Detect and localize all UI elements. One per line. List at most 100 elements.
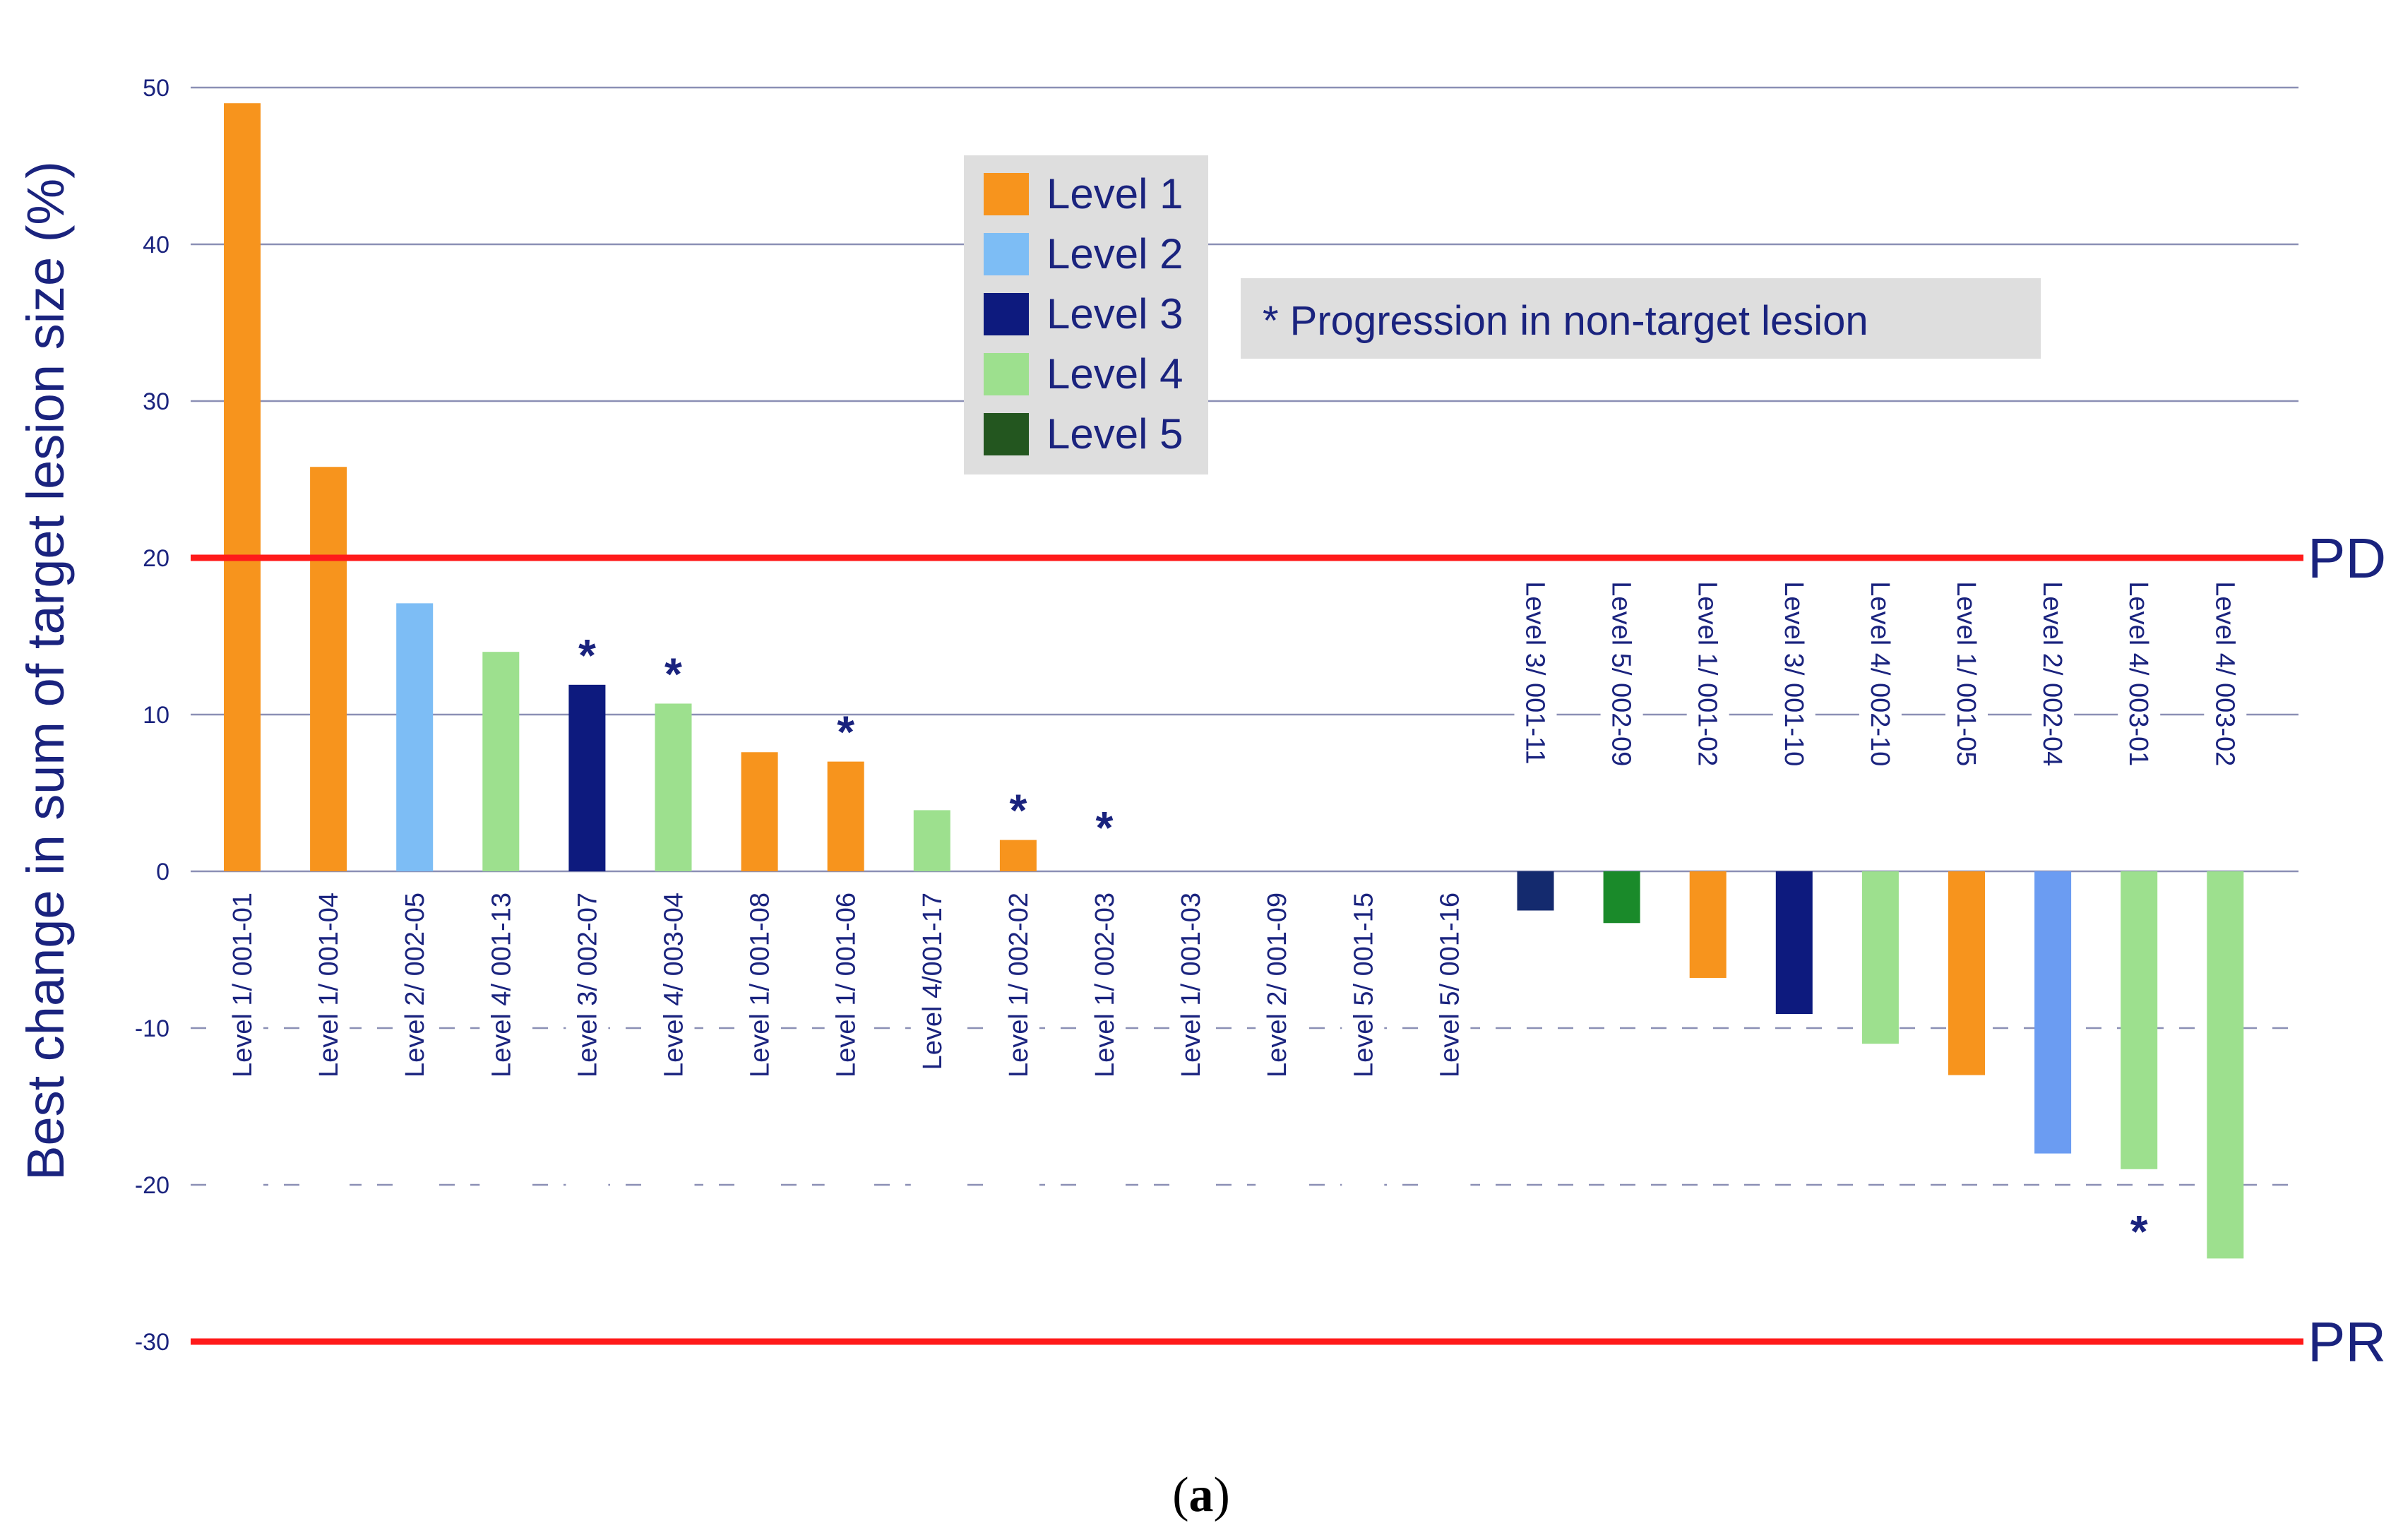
category-label: Level 4/ 003-02: [2210, 581, 2239, 766]
progression-star: *: [837, 707, 854, 758]
bar: [2207, 871, 2244, 1259]
category-label: Level 4/001-17: [918, 893, 948, 1070]
legend: Level 1 Level 2 Level 3 Level 4 Level 5: [964, 155, 1208, 474]
label-backing-rect: [1256, 887, 1299, 1198]
label-backing-rect: [910, 887, 953, 1198]
category-label: Level 4/ 002-10: [1865, 581, 1895, 766]
category-label: Level 1/ 001-08: [746, 893, 775, 1078]
annotation-text: * Progression in non-target lesion: [1263, 298, 1868, 344]
category-label: Level 2/ 002-05: [400, 893, 430, 1078]
category-label: Level 1/ 001-05: [1951, 581, 1981, 766]
y-tick-label: -10: [135, 1015, 169, 1042]
y-tick-label: 40: [143, 232, 169, 258]
label-backing-rect: [307, 887, 350, 1198]
category-label: Level 4/ 003-04: [660, 893, 689, 1078]
progression-star: *: [1009, 785, 1027, 836]
label-backing-rect: [221, 887, 263, 1198]
category-label: Level 1/ 001-06: [832, 893, 861, 1078]
progression-star: *: [2130, 1206, 2148, 1257]
bar: [1861, 871, 1899, 1044]
figure-caption: (a): [1172, 1468, 1230, 1522]
category-label: Level 1/ 001-01: [228, 893, 258, 1078]
label-backing-rect: [1169, 887, 1212, 1198]
legend-swatch: [984, 233, 1029, 275]
label-backing-rect: [479, 887, 523, 1198]
progression-star: *: [664, 648, 682, 699]
category-label: Level 4/ 001-13: [487, 893, 516, 1078]
label-backing-rect: [652, 887, 695, 1198]
category-label: Level 1/ 002-02: [1004, 893, 1034, 1078]
label-backing-rect: [1686, 575, 1729, 852]
bar: [482, 652, 520, 871]
bar: [999, 840, 1037, 871]
category-label: Level 1/ 001-03: [1176, 893, 1206, 1078]
bar: [224, 103, 261, 872]
y-tick-label: 10: [143, 702, 169, 729]
category-label: Level 3/ 001-10: [1779, 581, 1808, 766]
bar: [913, 810, 950, 871]
progression-star: *: [578, 630, 596, 681]
legend-label: Level 2: [1047, 230, 1183, 277]
label-backing-rect: [996, 887, 1039, 1198]
y-tick-label: -30: [135, 1329, 169, 1356]
category-label: Level 5/ 001-15: [1349, 893, 1378, 1078]
label-backing-rect: [1945, 575, 1988, 852]
y-tick-label: 20: [143, 545, 169, 572]
bar: [1948, 871, 1985, 1075]
annotation-background: [1241, 278, 2041, 359]
category-label: Level 2/ 001-09: [1263, 893, 1292, 1078]
bar: [655, 703, 692, 871]
legend-label: Level 5: [1047, 410, 1183, 458]
legend-label: Level 1: [1047, 170, 1183, 217]
bar: [568, 684, 606, 871]
label-backing-rect: [738, 887, 781, 1198]
progression-star: *: [1096, 802, 1114, 853]
category-label: Level 5/ 002-09: [1606, 581, 1636, 766]
bar: [396, 603, 434, 871]
legend-swatch: [984, 293, 1029, 335]
category-label: Level 2/ 002-04: [2037, 581, 2067, 766]
legend-swatch: [984, 413, 1029, 455]
label-backing-rect: [1859, 575, 1902, 852]
label-backing-rect: [2118, 575, 2161, 852]
bar: [1603, 871, 1640, 924]
bar: [2034, 871, 2072, 1154]
legend-swatch: [984, 173, 1029, 215]
reference-lines: PD PR: [191, 527, 2386, 1373]
caption-letter: a: [1189, 1468, 1214, 1522]
label-backing-rect: [2032, 575, 2075, 852]
bar: [1775, 871, 1813, 1015]
label-backing-rect: [1514, 575, 1557, 852]
category-label: Level 1/ 001-02: [1693, 581, 1722, 766]
category-labels: Level 1/ 001-01 Level 1/ 001-04 Level 2/ 0…: [228, 581, 2239, 1078]
legend-label: Level 3: [1047, 290, 1183, 338]
y-tick-label: 0: [156, 859, 169, 885]
bar: [741, 752, 778, 871]
category-label: Level 1/ 002-03: [1090, 893, 1120, 1078]
annotation-box: * Progression in non-target lesion: [1241, 278, 2041, 359]
label-backing-rect: [1428, 887, 1471, 1198]
bar: [827, 761, 864, 871]
bar: [1517, 871, 1554, 911]
category-label: Level 3/ 001-11: [1520, 581, 1550, 764]
label-backing-rect: [1083, 887, 1126, 1198]
reference-label-pd: PD: [2308, 527, 2386, 590]
label-backing-rect: [566, 887, 609, 1198]
y-axis-ticks: 50 40 30 20 10 0 -10 -20 -30: [135, 75, 169, 1356]
label-backing-rect: [824, 887, 867, 1198]
label-backing-rect: [393, 887, 436, 1198]
category-label: Level 4/ 003-01: [2123, 581, 2153, 766]
bar: [1689, 871, 1727, 978]
progression-markers: * * * * * *: [578, 630, 2148, 1257]
label-backing-rect: [2204, 575, 2247, 852]
category-label: Level 3/ 002-07: [573, 893, 602, 1078]
category-label: Level 1/ 001-04: [314, 893, 344, 1078]
legend-label: Level 4: [1047, 350, 1183, 398]
category-label: Level 5/ 001-16: [1435, 893, 1465, 1078]
bar: [310, 467, 347, 871]
label-backing-rect: [1342, 887, 1385, 1198]
y-tick-label: 30: [143, 388, 169, 415]
bar: [2121, 871, 2158, 1169]
y-tick-label: -20: [135, 1172, 169, 1199]
